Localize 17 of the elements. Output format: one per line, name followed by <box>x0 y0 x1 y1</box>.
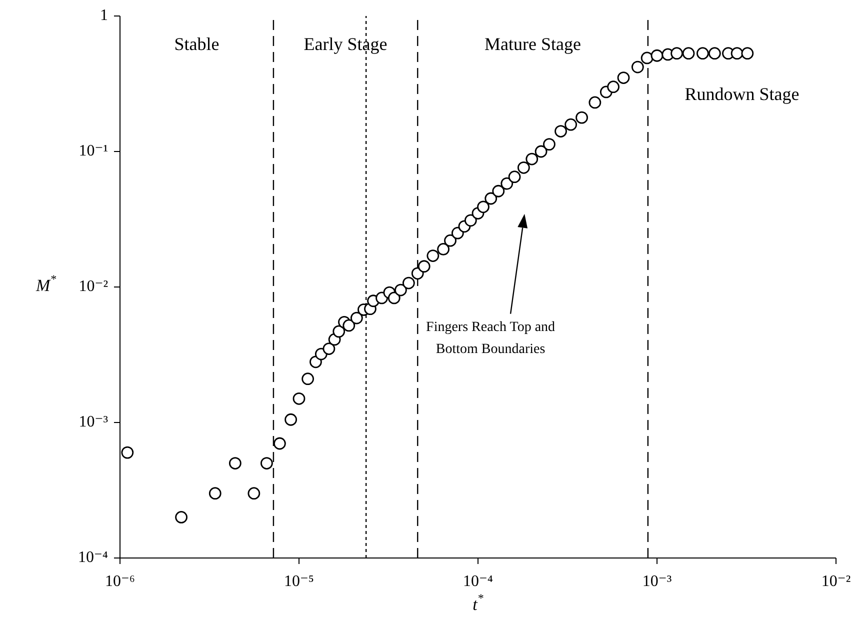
x-tick-label: 10⁻² <box>821 572 851 590</box>
x-tick-label: 10⁻⁶ <box>104 572 136 590</box>
y-tick-label: 10⁻⁴ <box>78 548 108 566</box>
annotation: Early Stage <box>304 34 388 54</box>
y-tick-label: 10⁻³ <box>78 413 108 430</box>
annotation: Fingers Reach Top and Bottom Boundaries <box>426 320 556 358</box>
annotation: Rundown Stage <box>684 84 800 104</box>
y-tick-label: 10⁻¹ <box>78 142 108 160</box>
y-axis-title: M$^{*}$ <box>34 272 56 295</box>
x-tick-label: 10⁻³ <box>642 572 672 590</box>
y-tick-label: 10⁻² <box>78 278 108 295</box>
annotation: Stable <box>174 34 220 54</box>
x-axis-title: t$^{*}$ <box>472 590 484 614</box>
y-tick-label: 1 <box>100 6 108 24</box>
x-tick-label: 10⁻⁵ <box>284 572 314 590</box>
annotation: Mature Stage <box>484 34 582 54</box>
x-tick-label: 10⁻⁴ <box>462 572 494 590</box>
